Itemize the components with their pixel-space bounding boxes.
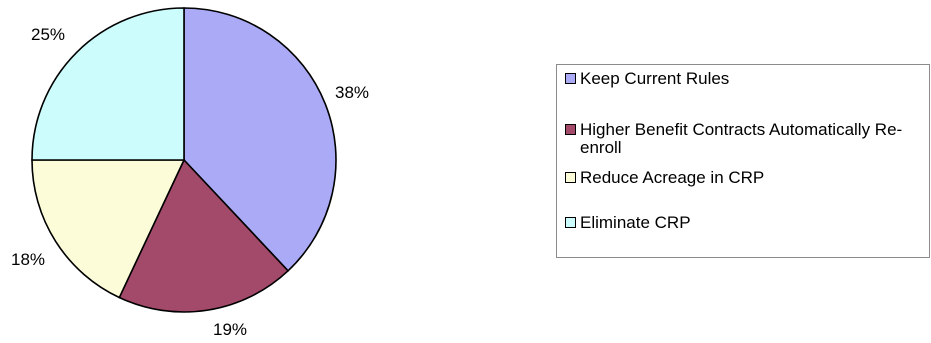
legend-label: Reduce Acreage in CRP bbox=[580, 168, 765, 187]
pie-value-label: 18% bbox=[11, 250, 45, 269]
pie-slices bbox=[31, 7, 337, 313]
pie-value-labels: 38% 19% 18% 25% bbox=[11, 25, 369, 339]
legend-swatch bbox=[565, 73, 576, 84]
legend-label: Eliminate CRP bbox=[580, 213, 691, 232]
legend-item-eliminate-crp: Eliminate CRP bbox=[565, 214, 930, 232]
legend-item-keep-current-rules: Keep Current Rules bbox=[565, 70, 930, 88]
legend-item-higher-benefit: Higher Benefit Contracts Automatically R… bbox=[565, 121, 930, 157]
pie-slice-higher-benefit-contracts-automatically-re-enroll bbox=[118, 158, 290, 313]
pie-value-label: 25% bbox=[31, 25, 65, 44]
pie-slice-reduce-acreage-in-crp bbox=[31, 159, 186, 299]
legend-swatch bbox=[565, 217, 576, 228]
legend: Keep Current Rules Higher Benefit Contra… bbox=[556, 64, 930, 258]
pie-value-label: 38% bbox=[335, 83, 369, 102]
legend-item-reduce-acreage: Reduce Acreage in CRP bbox=[565, 169, 930, 187]
legend-swatch bbox=[565, 172, 576, 183]
legend-label: Keep Current Rules bbox=[580, 69, 730, 88]
pie-slice-keep-current-rules bbox=[183, 7, 337, 272]
legend-label: Higher Benefit Contracts Automatically R… bbox=[580, 120, 903, 157]
legend-swatch bbox=[565, 124, 576, 135]
pie-slice-eliminate-crp bbox=[31, 7, 185, 161]
pie-value-label: 19% bbox=[213, 320, 247, 339]
